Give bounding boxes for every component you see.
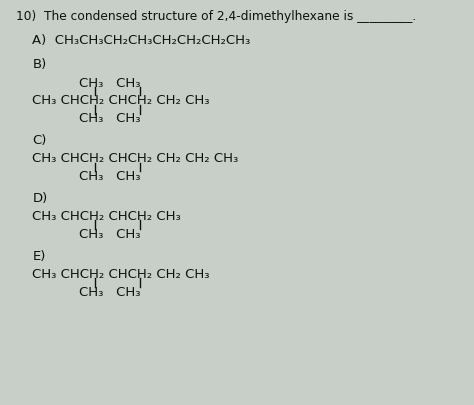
Text: 10)  The condensed structure of 2,4-dimethylhexane is _________.: 10) The condensed structure of 2,4-dimet… [16,10,416,23]
Text: CH₃   CH₃: CH₃ CH₃ [79,112,141,125]
Text: CH₃   CH₃: CH₃ CH₃ [79,286,141,299]
Text: E): E) [33,250,46,263]
Text: B): B) [33,58,47,71]
Text: D): D) [33,192,48,205]
Text: A)  CH₃CH₃CH₂CH₃CH₂CH₂CH₂CH₃: A) CH₃CH₃CH₂CH₃CH₂CH₂CH₂CH₃ [33,34,251,47]
Text: CH₃ CHCH₂ CHCH₂ CH₂ CH₃: CH₃ CHCH₂ CHCH₂ CH₂ CH₃ [33,94,210,107]
Text: CH₃   CH₃: CH₃ CH₃ [79,170,141,183]
Text: C): C) [33,134,47,147]
Text: CH₃   CH₃: CH₃ CH₃ [79,228,141,241]
Text: CH₃ CHCH₂ CHCH₂ CH₂ CH₂ CH₃: CH₃ CHCH₂ CHCH₂ CH₂ CH₂ CH₃ [33,152,239,165]
Text: CH₃ CHCH₂ CHCH₂ CH₃: CH₃ CHCH₂ CHCH₂ CH₃ [33,210,181,223]
Text: CH₃ CHCH₂ CHCH₂ CH₂ CH₃: CH₃ CHCH₂ CHCH₂ CH₂ CH₃ [33,268,210,281]
Text: CH₃   CH₃: CH₃ CH₃ [79,77,141,90]
